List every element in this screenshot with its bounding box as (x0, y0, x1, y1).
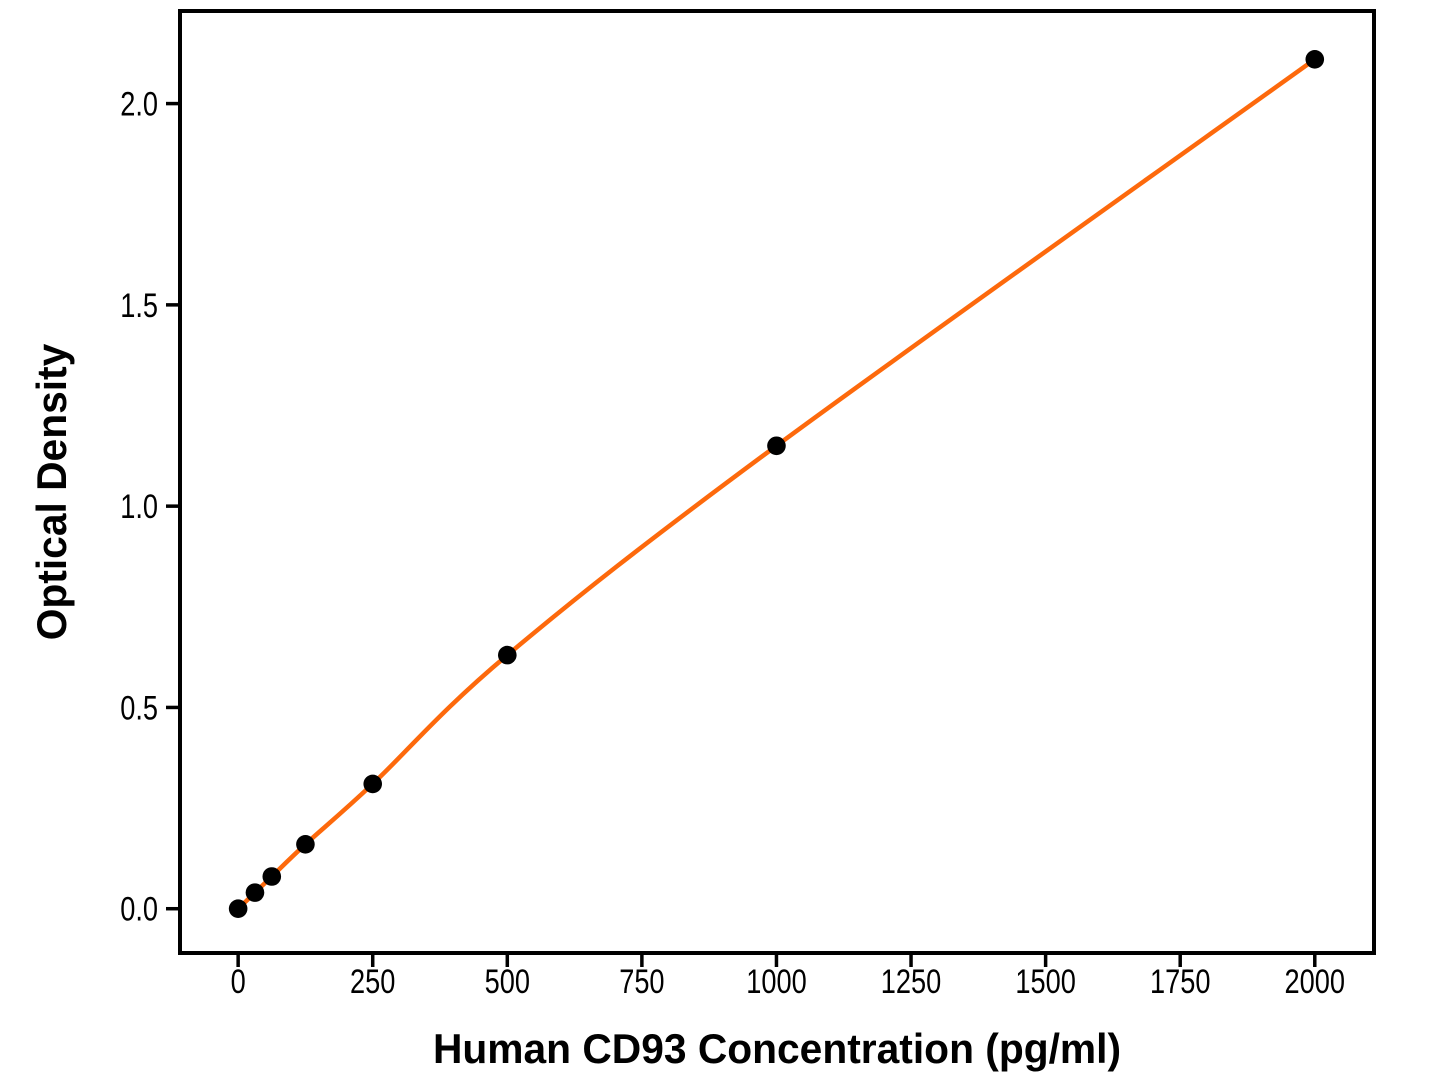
x-tick-label: 750 (619, 962, 664, 1001)
data-point (1305, 50, 1325, 69)
x-tick-label: 0 (231, 962, 246, 1001)
plot-border (178, 9, 1376, 955)
y-tick-label: 2.0 (120, 85, 158, 124)
data-point (363, 774, 383, 794)
x-tick-label: 1500 (1015, 962, 1075, 1001)
x-tick-label: 1000 (746, 962, 806, 1001)
y-tick-label: 1.5 (120, 286, 158, 325)
x-tick-label: 250 (350, 962, 395, 1001)
x-tick-label: 2000 (1285, 962, 1345, 1001)
y-axis-label: Optical Density (28, 343, 75, 641)
x-axis-label: Human CD93 Concentration (pg/ml) (432, 1025, 1122, 1072)
data-point (245, 883, 265, 902)
y-tick-label: 0.5 (120, 689, 158, 728)
data-point (228, 899, 248, 919)
x-tick-label: 500 (485, 962, 530, 1001)
x-tick-label: 1750 (1150, 962, 1210, 1001)
data-point (262, 867, 282, 886)
data-point (296, 835, 315, 854)
standard-curve-line (235, 57, 1318, 911)
data-point (498, 645, 517, 665)
y-tick-label: 0.0 (120, 890, 158, 929)
x-tick-label: 1250 (881, 962, 941, 1001)
data-point (767, 436, 786, 456)
y-tick-label: 1.0 (120, 487, 158, 526)
